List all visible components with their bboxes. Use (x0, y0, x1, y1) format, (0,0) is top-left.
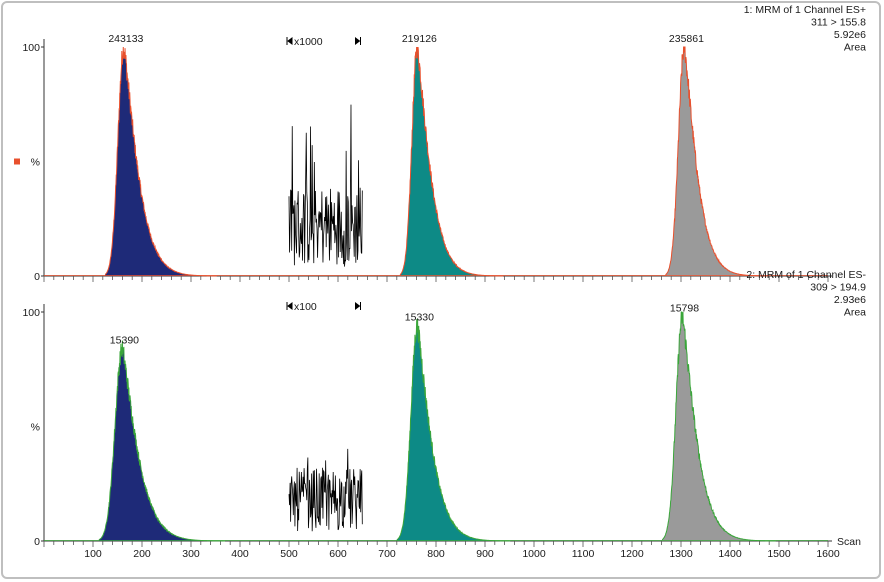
panel-header-line-2-4: Area (844, 307, 866, 319)
y-unit-label-panel-2: % (31, 422, 40, 434)
peak-area-2-1 (98, 340, 226, 541)
panel-header-line-1-1: 1: MRM of 1 Channel ES+ (744, 4, 866, 16)
x-tick-label-1100: 1100 (572, 548, 595, 560)
range-end-icon (355, 302, 361, 310)
panel-header-line-1-4: Area (844, 42, 866, 54)
peak-area-1-3 (665, 47, 768, 276)
peak-area-2-2 (396, 318, 511, 541)
peak-label-1-3: 235861 (669, 33, 704, 45)
peak-area-1-2 (400, 47, 504, 276)
x-tick-label-200: 200 (133, 548, 151, 560)
y-tick-label-0-panel-2: 0 (34, 536, 40, 548)
x-tick-label-1500: 1500 (767, 548, 791, 560)
peak-label-1-1: 243133 (108, 33, 143, 45)
panel-header-line-1-3: 5.92e6 (834, 29, 866, 41)
peak-label-1-2: 219126 (402, 33, 437, 45)
x-tick-label-900: 900 (476, 548, 494, 560)
x-tick-label-700: 700 (378, 548, 396, 560)
x-tick-label-1200: 1200 (620, 548, 644, 560)
x-tick-label-1000: 1000 (522, 548, 546, 560)
x-tick-label-300: 300 (182, 548, 200, 560)
magnified-noise-trace-2 (288, 448, 363, 532)
range-start-icon (286, 37, 293, 45)
x-tick-label-500: 500 (280, 548, 298, 560)
x-tick-label-600: 600 (329, 548, 347, 560)
range-end-icon (355, 37, 361, 45)
x-tick-label-1400: 1400 (718, 548, 742, 560)
peak-label-2-3: 15798 (670, 303, 699, 315)
magnification-label-2: x100 (294, 301, 317, 313)
peak-label-2-1: 15390 (110, 335, 139, 347)
x-tick-label-800: 800 (427, 548, 445, 560)
y-unit-label-panel-1: % (31, 157, 40, 169)
panel-header-line-2-3: 2.93e6 (834, 294, 866, 306)
magnified-noise-trace-1 (288, 104, 363, 267)
x-tick-label-1600: 1600 (816, 548, 840, 560)
peak-area-2-3 (662, 312, 776, 541)
y-tick-label-0-panel-1: 0 (34, 271, 40, 283)
panel-header-line-2-2: 309 > 194.9 (810, 282, 866, 294)
y-tick-label-100-panel-1: 100 (22, 42, 40, 54)
panel-header-line-2-1: 2: MRM of 1 Channel ES- (746, 269, 866, 281)
channel-marker-icon (14, 158, 20, 165)
magnification-label-1: x1000 (294, 36, 323, 48)
range-start-icon (286, 302, 293, 310)
panel-header-line-1-2: 311 > 155.8 (811, 17, 866, 29)
peak-area-1-1 (105, 47, 217, 276)
x-tick-label-1300: 1300 (669, 548, 693, 560)
x-tick-label-100: 100 (84, 548, 102, 560)
x-tick-label-400: 400 (231, 548, 249, 560)
x-axis-title: Scan (837, 536, 861, 548)
peak-label-2-2: 15330 (405, 312, 434, 324)
y-tick-label-100-panel-2: 100 (22, 307, 40, 319)
